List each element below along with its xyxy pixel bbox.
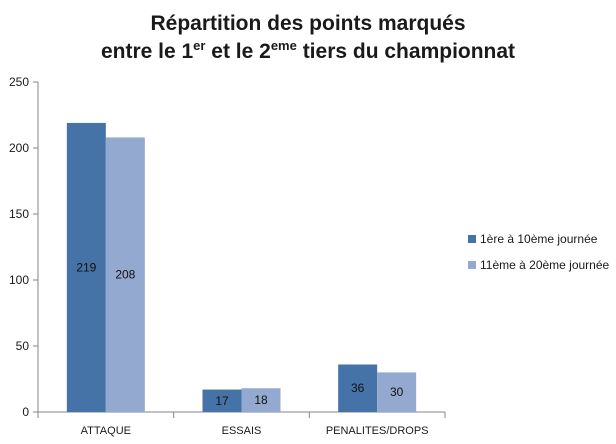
chart-title-line1: Répartition des points marqués [150,12,465,35]
y-tick-label: 100 [9,273,29,287]
y-tick-label: 150 [9,207,29,221]
legend-label: 1ère à 10ème journée [480,232,598,246]
data-label: 219 [76,260,96,274]
x-axis: ATTAQUE ESSAIS PENALITES/DROPS [37,411,446,437]
y-tick-label: 200 [9,141,29,155]
y-tick-label: 0 [22,405,29,419]
y-tick-label: 50 [16,339,30,353]
chart-title-line2: entre le 1er et le 2eme tiers du champio… [101,38,515,63]
x-category-label: ESSAIS [222,425,262,437]
title-line2-mid: et le 2 [205,40,270,63]
data-label: 30 [390,385,404,399]
bar [377,372,417,412]
y-axis: 0 50 100 150 200 250 [9,75,39,419]
x-category-label: ATTAQUE [81,425,131,437]
legend: 1ère à 10ème journée 11ème à 20ème journé… [468,232,610,272]
data-label: 17 [215,394,229,408]
bar [241,388,281,412]
legend-swatch [468,261,476,269]
x-category-label: PENALITES/DROPS [326,425,429,437]
legend-label: 11ème à 20ème journée [480,258,610,272]
title-line2-post: tiers du championnat [297,40,515,63]
title-line2-pre: entre le 1 [101,40,194,63]
bar [338,364,378,412]
legend-swatch [468,235,476,243]
data-label: 18 [254,393,268,407]
y-tick-label: 250 [9,75,29,89]
bar [202,389,242,412]
bars [66,122,417,413]
data-labels: 219 208 17 18 36 30 [76,260,403,407]
data-label: 36 [351,381,365,395]
title-line2-sup2: eme [271,38,297,53]
bar [66,122,106,413]
title-line2-sup1: er [193,38,205,53]
bar [105,137,145,412]
data-label: 208 [115,268,135,282]
